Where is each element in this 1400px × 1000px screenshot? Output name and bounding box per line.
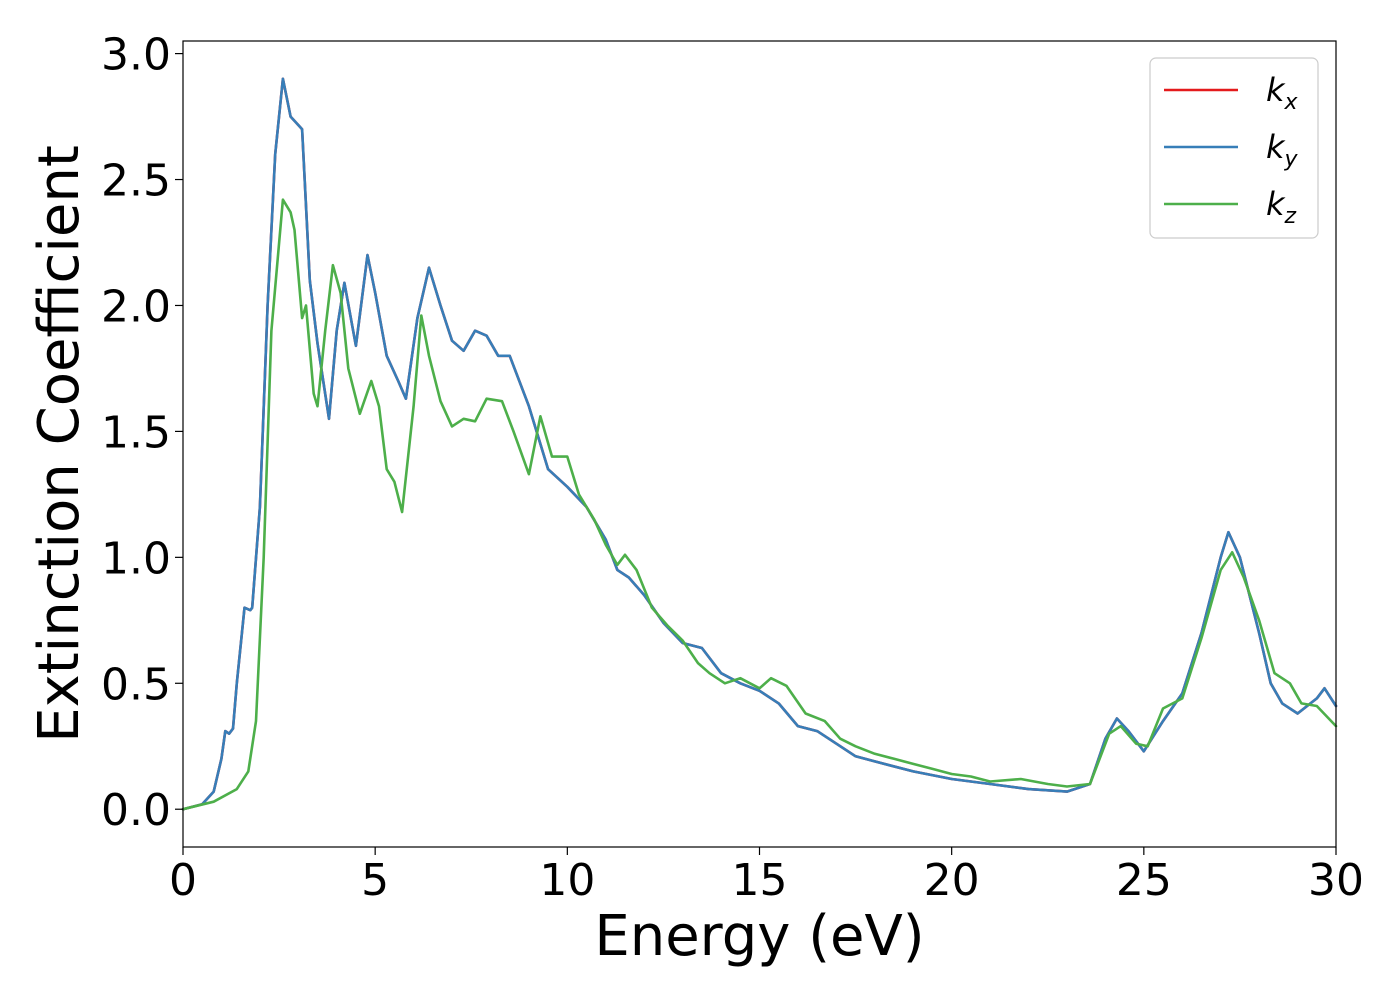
legend-label-x: kx	[1266, 71, 1299, 115]
y-tick-label: 1.0	[101, 533, 171, 584]
legend-label-z: kz	[1266, 185, 1297, 229]
legend-label-y: ky	[1266, 128, 1299, 172]
x-tick-label: 10	[539, 855, 595, 906]
y-axis-label: Extinction Coefficient	[27, 145, 92, 743]
x-tick-label: 0	[169, 855, 197, 906]
x-tick-label: 25	[1116, 855, 1172, 906]
series-line-y	[181, 77, 1338, 811]
series-lines	[181, 77, 1338, 811]
y-axis-ticks: 0.0 0.5 1.0 1.5 2.0 2.5 3.0	[101, 30, 183, 836]
y-tick-label: 2.0	[101, 281, 171, 332]
x-tick-label: 15	[732, 855, 788, 906]
y-tick-label: 0.0	[101, 785, 171, 836]
x-tick-label: 5	[361, 855, 389, 906]
x-tick-label: 30	[1308, 855, 1364, 906]
x-tick-label: 20	[924, 855, 980, 906]
x-axis-ticks: 0 5 10 15 20 25 30	[169, 847, 1364, 906]
y-tick-label: 3.0	[101, 30, 171, 81]
legend: kx ky kz	[1149, 57, 1319, 239]
y-tick-label: 0.5	[101, 659, 171, 710]
y-tick-label: 1.5	[101, 407, 171, 458]
x-axis-label: Energy (eV)	[594, 904, 924, 969]
y-tick-label: 2.5	[101, 156, 171, 207]
series-line-z	[181, 198, 1338, 811]
